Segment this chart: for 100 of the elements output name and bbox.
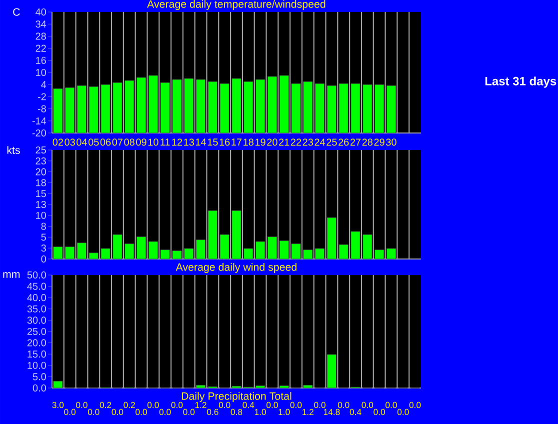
data-label: 0.0 (397, 408, 409, 416)
bar (53, 88, 63, 134)
x-tick-label: 03 (64, 138, 75, 146)
bar (112, 82, 122, 134)
x-tick-label: 14 (196, 138, 206, 146)
bar (267, 236, 277, 260)
data-label: 1.2 (302, 408, 314, 416)
x-tick-label: 02 (52, 138, 64, 146)
data-label: 1.2 (195, 402, 206, 408)
y-tick-label: 10.0 (28, 362, 46, 369)
bar (338, 83, 348, 134)
y-tick-label: 25 (36, 146, 46, 154)
bar (65, 246, 75, 260)
bar (244, 81, 254, 134)
bar (303, 81, 313, 134)
bar (196, 240, 206, 260)
x-tick-label: 26 (338, 138, 349, 146)
x-tick-label: 29 (374, 138, 384, 146)
y-tick-label: 20.0 (27, 339, 46, 346)
x-tick-label: 16 (220, 138, 230, 146)
chart-title: Average daily temperature/windspeed (147, 0, 326, 10)
y-tick-label: 50.0 (27, 271, 46, 279)
bar (184, 78, 194, 134)
bar (184, 248, 194, 260)
data-label: 0.0 (338, 402, 350, 408)
data-label: 0.0 (183, 408, 195, 416)
y-tick-label: 3 (41, 244, 46, 252)
y-tick-label: 40 (36, 8, 46, 16)
data-label: 0.0 (218, 402, 230, 408)
bar (77, 85, 86, 134)
bar (88, 86, 98, 134)
bar (196, 79, 206, 134)
y-tick-label: 5.0 (32, 373, 46, 380)
x-tick-label: 17 (232, 138, 242, 146)
x-tick-label: 08 (124, 138, 134, 146)
data-label: 1.0 (254, 408, 266, 416)
bar (160, 250, 170, 260)
bar (160, 82, 170, 134)
y-tick-label: 34 (36, 20, 46, 28)
bar (267, 76, 277, 134)
y-tick-label: 18 (36, 179, 46, 186)
bar (327, 354, 336, 388)
bar (279, 75, 289, 134)
x-tick-label: 04 (76, 138, 88, 146)
data-label: 0.4 (242, 402, 254, 408)
bar (100, 248, 110, 260)
x-tick-label: 05 (88, 138, 99, 146)
data-label: 0.0 (374, 408, 386, 416)
x-tick-label: 21 (279, 138, 290, 146)
y-tick-label: 10 (36, 68, 46, 76)
data-label: 3.0 (52, 402, 64, 408)
data-label: 0.0 (159, 408, 171, 416)
bar (256, 241, 266, 260)
data-label: 0.0 (76, 402, 88, 408)
bar (279, 240, 289, 260)
bar (374, 84, 384, 134)
x-tick-label: 18 (244, 138, 254, 146)
x-tick-label: 11 (160, 138, 170, 146)
bar (112, 234, 122, 260)
bar (136, 236, 146, 260)
bar (327, 85, 336, 134)
y-tick-label: 0.0 (32, 384, 46, 392)
y-tick-label: 45.0 (27, 282, 46, 290)
y-tick-label: 28 (36, 32, 46, 40)
data-label: 0.0 (266, 402, 278, 408)
y-tick-label: 4 (41, 81, 46, 88)
data-label: 0.2 (100, 402, 112, 408)
data-label: 0.0 (136, 408, 147, 416)
data-label: 0.4 (350, 408, 362, 416)
y-tick-label: 30.0 (27, 316, 46, 324)
y-tick-label: 13 (36, 200, 46, 208)
y-axis-title: C (13, 8, 20, 16)
text: Last 31 days (485, 76, 556, 88)
y-tick-label: 22 (36, 44, 46, 52)
x-tick-label: 12 (172, 138, 182, 146)
bar (350, 231, 360, 260)
x-tick-label: 10 (148, 138, 158, 146)
data-label: 0.0 (386, 402, 397, 408)
y-tick-label: 40.0 (27, 294, 46, 302)
data-label: 14.8 (324, 408, 340, 416)
data-label: 0.0 (112, 408, 124, 416)
data-label: 0.0 (409, 402, 421, 408)
bar (77, 242, 86, 260)
y-axis-title: mm (3, 272, 20, 278)
bar (315, 83, 325, 134)
y-tick-label: 23 (36, 157, 46, 164)
bar (386, 85, 396, 134)
x-tick-label: 07 (112, 138, 123, 146)
x-tick-label: 23 (302, 138, 314, 146)
x-tick-label: 20 (267, 138, 278, 146)
bar (374, 250, 384, 260)
x-tick-label: 19 (255, 138, 266, 146)
x-tick-label: 15 (208, 138, 218, 146)
x-tick-label: 24 (314, 138, 326, 146)
bar (53, 246, 63, 260)
bar (232, 78, 242, 134)
x-tick-label: 09 (136, 138, 146, 146)
bar (232, 210, 242, 260)
x-tick-label: 30 (386, 138, 396, 146)
y-tick-label: 15 (36, 190, 46, 198)
